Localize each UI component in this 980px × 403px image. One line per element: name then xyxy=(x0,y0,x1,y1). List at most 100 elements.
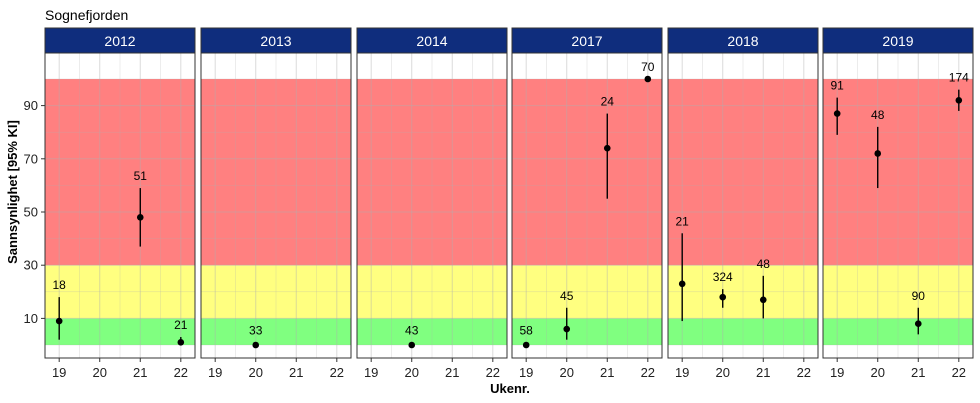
data-point xyxy=(874,150,882,157)
risk-band xyxy=(357,318,507,345)
x-tick-label: 21 xyxy=(911,365,925,380)
risk-band xyxy=(201,318,351,345)
x-tick-label: 20 xyxy=(715,365,729,380)
x-tick-label: 21 xyxy=(445,365,459,380)
data-point xyxy=(603,144,611,152)
facet-strip-label: 2013 xyxy=(260,33,291,49)
y-axis-title: Sannsynlighet [95% KI] xyxy=(5,120,20,264)
x-tick-label: 22 xyxy=(174,365,188,380)
risk-band xyxy=(512,79,662,266)
x-tick-label: 22 xyxy=(952,365,966,380)
data-point xyxy=(563,325,571,333)
x-axis-title: Ukenr. xyxy=(490,381,530,396)
data-point xyxy=(136,214,144,221)
risk-band xyxy=(823,318,973,345)
risk-band xyxy=(668,79,818,266)
x-tick-label: 20 xyxy=(559,365,573,380)
facet-strip xyxy=(200,27,352,54)
sample-size-label: 43 xyxy=(405,323,419,337)
x-tick-label: 21 xyxy=(600,365,614,380)
sample-size-label: 174 xyxy=(949,71,969,85)
facet-strip xyxy=(511,27,663,54)
x-tick-label: 22 xyxy=(641,365,655,380)
y-tick-label: 70 xyxy=(24,151,38,166)
x-tick-label: 21 xyxy=(289,365,303,380)
facet-strip xyxy=(44,27,196,54)
sample-size-label: 21 xyxy=(676,214,690,228)
x-tick-label: 22 xyxy=(797,365,811,380)
panels: 2012 19 20 21 22 10 30 50 70 90 18 51 21 2013 19 20 21 22… xyxy=(24,27,974,380)
x-tick-label: 19 xyxy=(208,365,222,380)
sample-size-label: 90 xyxy=(912,289,926,303)
x-tick-label: 19 xyxy=(364,365,378,380)
panel-2017: 2017 19 20 21 22 58 45 24 70 xyxy=(511,27,663,380)
x-tick-label: 20 xyxy=(92,365,106,380)
data-point xyxy=(408,341,416,349)
risk-band xyxy=(512,265,662,319)
risk-band xyxy=(45,318,195,345)
panel-2014: 2014 19 20 21 22 43 xyxy=(356,27,508,380)
y-tick-label: 30 xyxy=(24,258,38,273)
risk-band xyxy=(823,265,973,319)
grid xyxy=(45,53,195,358)
facet-strip-label: 2017 xyxy=(571,33,602,49)
chart-title: Sognefjorden xyxy=(45,7,128,23)
sample-size-label: 70 xyxy=(641,60,655,74)
x-tick-label: 22 xyxy=(330,365,344,380)
facet-strip-label: 2019 xyxy=(882,33,913,49)
sample-size-label: 48 xyxy=(871,108,885,122)
panel-2018: 2018 19 20 21 22 21 324 48 xyxy=(667,27,819,380)
sample-size-label: 58 xyxy=(520,323,534,337)
x-tick-label: 22 xyxy=(486,365,500,380)
facet-strip-label: 2012 xyxy=(104,33,135,49)
data-point xyxy=(719,293,727,301)
facet-strip xyxy=(356,27,508,54)
y-tick-label: 50 xyxy=(24,205,38,220)
data-point xyxy=(252,341,260,349)
sample-size-label: 18 xyxy=(53,278,67,292)
x-tick-label: 19 xyxy=(52,365,66,380)
panel-2013: 2013 19 20 21 22 33 xyxy=(200,27,352,380)
risk-band xyxy=(45,79,195,266)
x-tick-label: 20 xyxy=(870,365,884,380)
sample-size-label: 33 xyxy=(249,323,263,337)
risk-band xyxy=(668,318,818,345)
sample-size-label: 21 xyxy=(174,318,188,332)
x-tick-label: 21 xyxy=(133,365,147,380)
data-point xyxy=(522,341,530,349)
facet-strip xyxy=(667,27,819,54)
data-point xyxy=(678,280,686,288)
sample-size-label: 91 xyxy=(831,79,845,93)
sample-size-label: 48 xyxy=(757,257,771,271)
risk-band xyxy=(357,265,507,319)
risk-band xyxy=(201,79,351,266)
grid xyxy=(512,53,662,358)
risk-band xyxy=(357,79,507,266)
panel-2019: 2019 19 20 21 22 91 48 90 174 xyxy=(822,27,974,380)
data-point xyxy=(644,75,652,83)
sample-size-label: 324 xyxy=(713,270,733,284)
risk-band xyxy=(823,79,973,266)
sample-size-label: 45 xyxy=(560,289,574,303)
data-point xyxy=(833,110,841,117)
risk-band xyxy=(201,265,351,319)
data-point xyxy=(55,317,63,325)
facet-strip xyxy=(822,27,974,54)
risk-band xyxy=(668,265,818,319)
x-tick-label: 19 xyxy=(830,365,844,380)
facet-strip-label: 2014 xyxy=(416,33,447,49)
x-tick-label: 21 xyxy=(756,365,770,380)
x-tick-label: 20 xyxy=(404,365,418,380)
risk-band xyxy=(512,318,662,345)
sample-size-label: 24 xyxy=(601,95,615,109)
x-tick-label: 19 xyxy=(675,365,689,380)
y-tick-label: 90 xyxy=(24,98,38,113)
grid xyxy=(357,53,507,358)
x-tick-label: 20 xyxy=(248,365,262,380)
facet-strip-label: 2018 xyxy=(727,33,758,49)
risk-band xyxy=(45,265,195,319)
y-tick-label: 10 xyxy=(24,311,38,326)
data-point xyxy=(759,296,767,304)
data-point xyxy=(955,96,963,104)
